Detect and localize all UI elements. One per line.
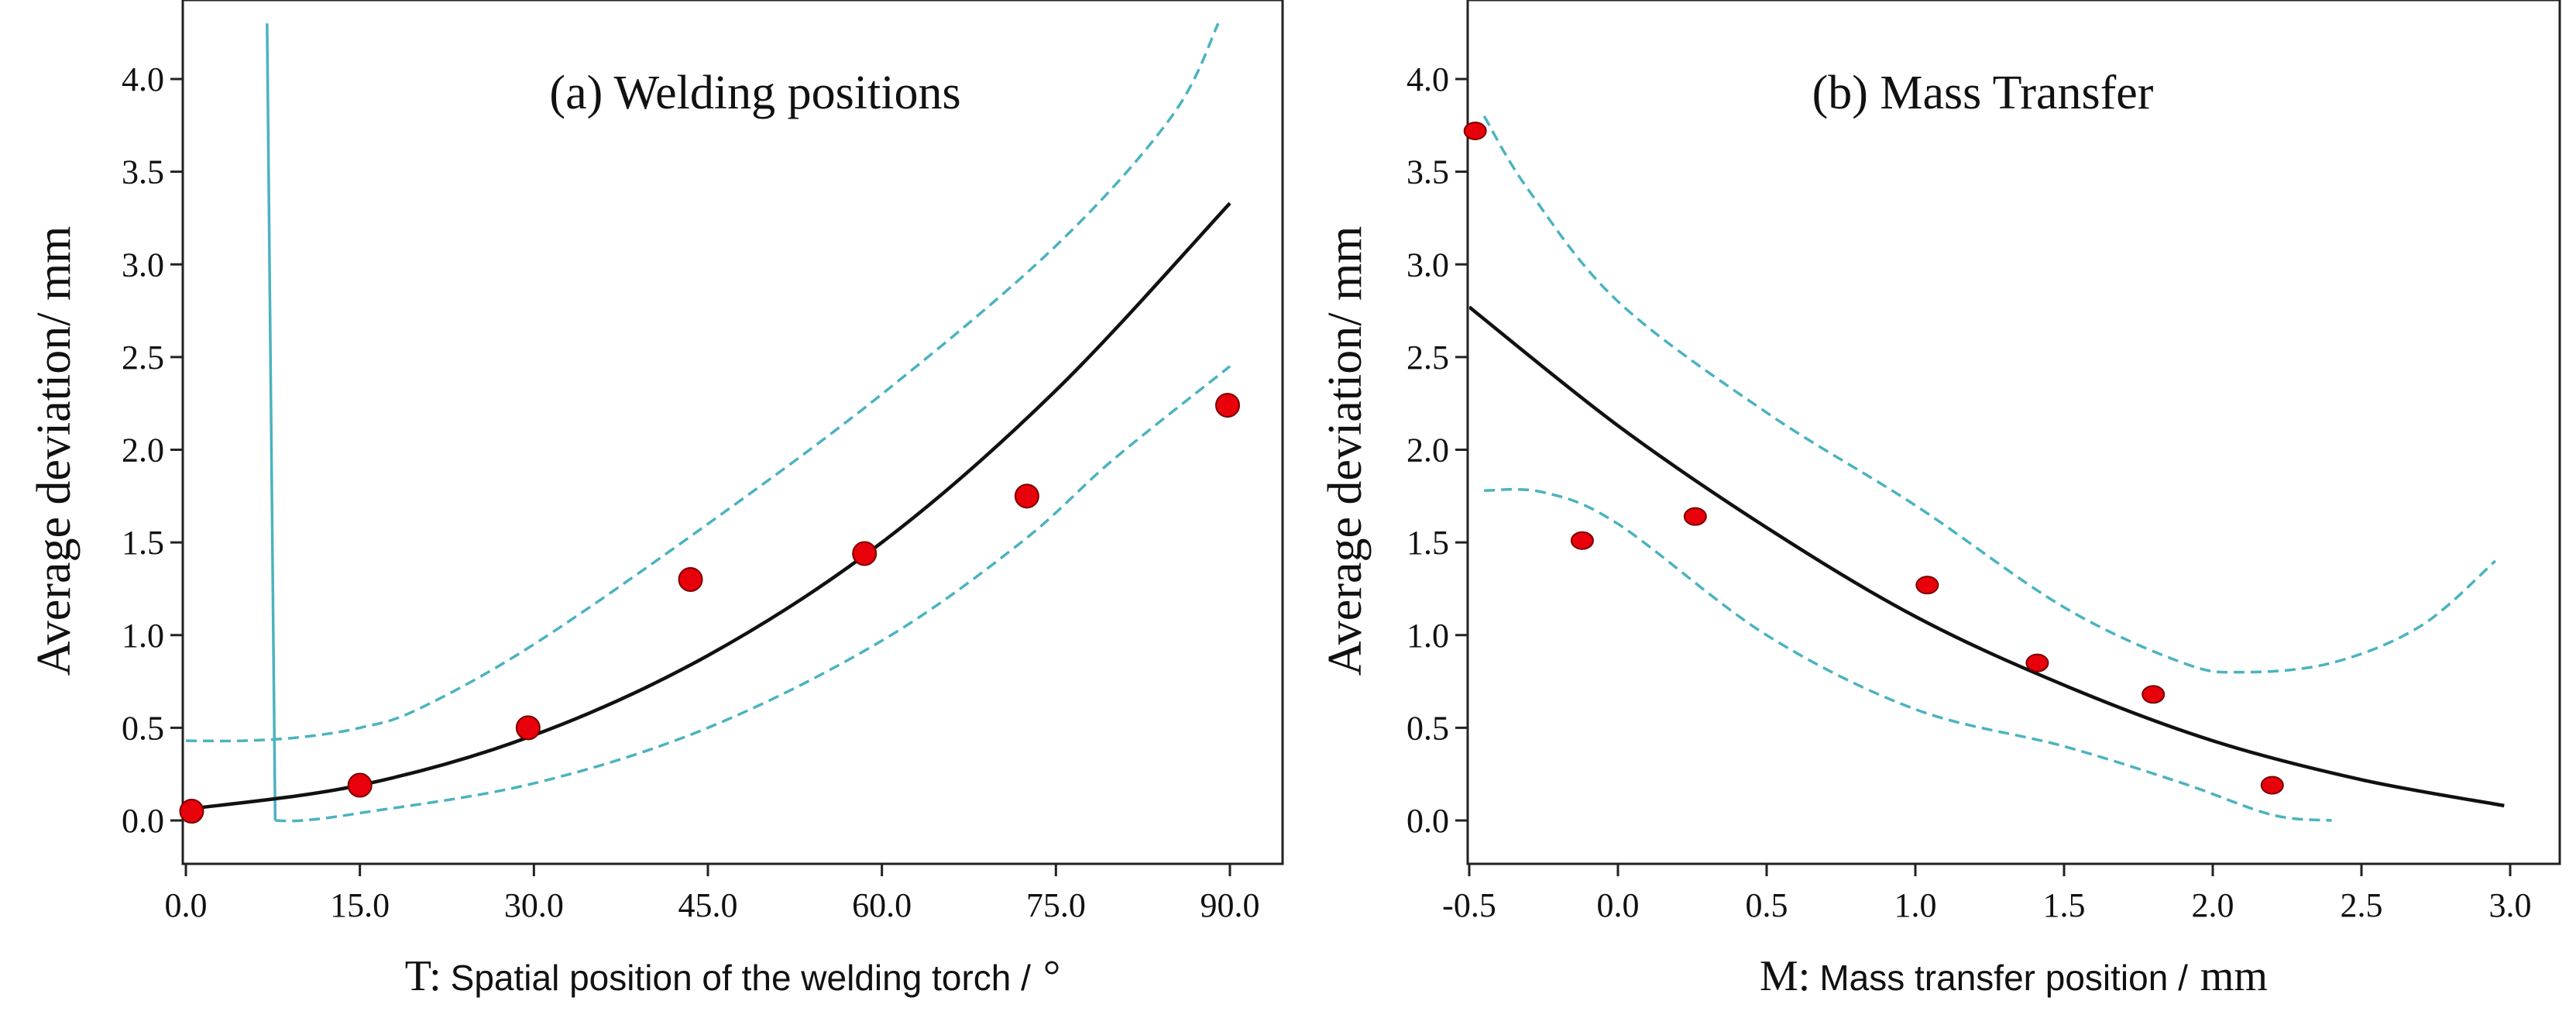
panel-a-data-point <box>678 566 703 592</box>
panel-b-y-tick-label: 1.0 <box>1406 617 1449 655</box>
panel-a-plot <box>179 22 1241 824</box>
panel-b-ci-lower <box>1484 487 2332 822</box>
panel-a-steep-line <box>266 23 277 821</box>
panel-b: 0.0 0.5 1.0 1.5 2.0 2.5 3.0 3.5 4.0 -0.5 0.0 0.5 1.… <box>1319 0 2561 1000</box>
panel-a-data-point <box>1014 483 1039 509</box>
panel-b-fit-line <box>1469 305 2505 808</box>
panel-b-y-label: Average deviation/ mm <box>1319 226 1372 676</box>
panel-a-x-tick-label: 60.0 <box>852 886 912 924</box>
panel-b-x-tick-label: -0.5 <box>1442 886 1496 924</box>
panel-a-y-tick-label: 1.5 <box>122 524 164 562</box>
panel-b-data-point <box>1915 576 1939 595</box>
panel-b-x-tick-label: 0.5 <box>1746 886 1788 924</box>
panel-a-ci-upper <box>185 22 1220 743</box>
panel-b-y-tick-label: 3.0 <box>1406 246 1449 284</box>
panel-a-data-point <box>1215 393 1241 418</box>
panel-b-plot <box>1463 115 2505 822</box>
panel-b-x-tick-label: 1.0 <box>1894 886 1937 924</box>
panel-b-x-tick-label: 3.0 <box>2489 886 2532 924</box>
panel-a-title: (a) Welding positions <box>549 67 960 119</box>
panel-b-y-tick-label: 0.5 <box>1406 709 1449 747</box>
panel-b-x-tick-label: 2.0 <box>2192 886 2234 924</box>
panel-a-series <box>185 22 1231 823</box>
panel-a-x-tick-label: 30.0 <box>504 886 564 924</box>
panel-b-data-point <box>2142 685 2166 704</box>
panel-b-y-tick-label: 1.5 <box>1406 524 1449 562</box>
panel-a-x-ticks: 0.0 15.0 30.0 45.0 60.0 75.0 90.0 <box>165 864 1260 924</box>
panel-a-x-tick-label: 45.0 <box>678 886 738 924</box>
panel-b-y-tick-label: 4.0 <box>1406 60 1449 98</box>
panel-b-data-point <box>1463 121 1487 140</box>
panel-a-fit-line <box>185 201 1231 811</box>
panel-a-x-tick-label: 90.0 <box>1200 886 1260 924</box>
panel-b-x-label-text: Mass transfer position / <box>1819 958 2188 998</box>
panel-b-x-ticks: -0.5 0.0 0.5 1.0 1.5 2.0 2.5 3.0 <box>1442 864 2532 924</box>
panel-b-data-point <box>1570 531 1594 550</box>
panel-a-data-point <box>347 772 373 798</box>
panel-a-x-tick-label: 0.0 <box>165 886 208 924</box>
panel-b-data-point <box>2260 776 2284 795</box>
panel-b-y-tick-label: 0.0 <box>1406 802 1449 840</box>
panel-a-y-ticks: 0.0 0.5 1.0 1.5 2.0 2.5 3.0 3.5 4.0 <box>122 60 183 840</box>
panel-a-y-tick-label: 4.0 <box>122 60 164 98</box>
panel-b-x-label: M: Mass transfer position / mm <box>1760 952 2268 1000</box>
panel-a-x-label-unit: ° <box>1043 952 1060 1000</box>
panel-a-data-point <box>852 541 878 566</box>
panel-a-x-tick-label: 15.0 <box>330 886 390 924</box>
panel-b-y-tick-label: 2.5 <box>1406 339 1449 377</box>
panel-a-x-label: T: Spatial position of the welding torch… <box>405 952 1061 1000</box>
panel-a-y-tick-label: 3.5 <box>122 153 164 191</box>
panel-b-data-point <box>2025 653 2049 672</box>
panel-a-y-label: Average deviation/ mm <box>28 226 81 676</box>
panel-b-title: (b) Mass Transfer <box>1812 67 2154 119</box>
panel-a-data-point <box>179 799 204 824</box>
panel-b-x-label-unit: mm <box>2200 952 2268 1000</box>
panel-b-x-tick-label: 0.0 <box>1597 886 1640 924</box>
panel-b-ci-upper <box>1482 115 2496 674</box>
panel-a-y-tick-label: 3.0 <box>122 246 164 284</box>
panel-b-x-label-main: M: <box>1760 952 1810 1000</box>
panel-b-x-tick-label: 1.5 <box>2043 886 2086 924</box>
panel-b-frame <box>1466 0 2561 865</box>
panel-b-y-tick-label: 2.0 <box>1406 432 1449 470</box>
panel-a: 0.0 0.5 1.0 1.5 2.0 2.5 3.0 3.5 4.0 0.0 15.0 30.0 4… <box>28 0 1284 1000</box>
panel-a-y-tick-label: 0.5 <box>122 709 164 747</box>
panel-b-y-ticks: 0.0 0.5 1.0 1.5 2.0 2.5 3.0 3.5 4.0 <box>1406 60 1468 840</box>
panel-b-x-tick-label: 2.5 <box>2341 886 2383 924</box>
panel-b-y-tick-label: 3.5 <box>1406 153 1449 191</box>
panel-b-data-point <box>1683 507 1707 526</box>
panel-a-y-tick-label: 2.0 <box>122 432 164 470</box>
panel-a-y-tick-label: 2.5 <box>122 339 164 377</box>
panel-a-ci-lower <box>275 365 1231 823</box>
panel-a-x-tick-label: 75.0 <box>1026 886 1086 924</box>
panel-a-y-tick-label: 1.0 <box>122 617 164 655</box>
panel-a-x-label-main: T: <box>405 952 441 1000</box>
panel-a-y-tick-label: 0.0 <box>122 802 164 840</box>
panel-a-data-point <box>515 715 541 741</box>
panel-a-frame <box>181 0 1284 865</box>
panel-a-x-label-text: Spatial position of the welding torch / <box>451 958 1031 998</box>
panel-b-series <box>1469 115 2505 822</box>
